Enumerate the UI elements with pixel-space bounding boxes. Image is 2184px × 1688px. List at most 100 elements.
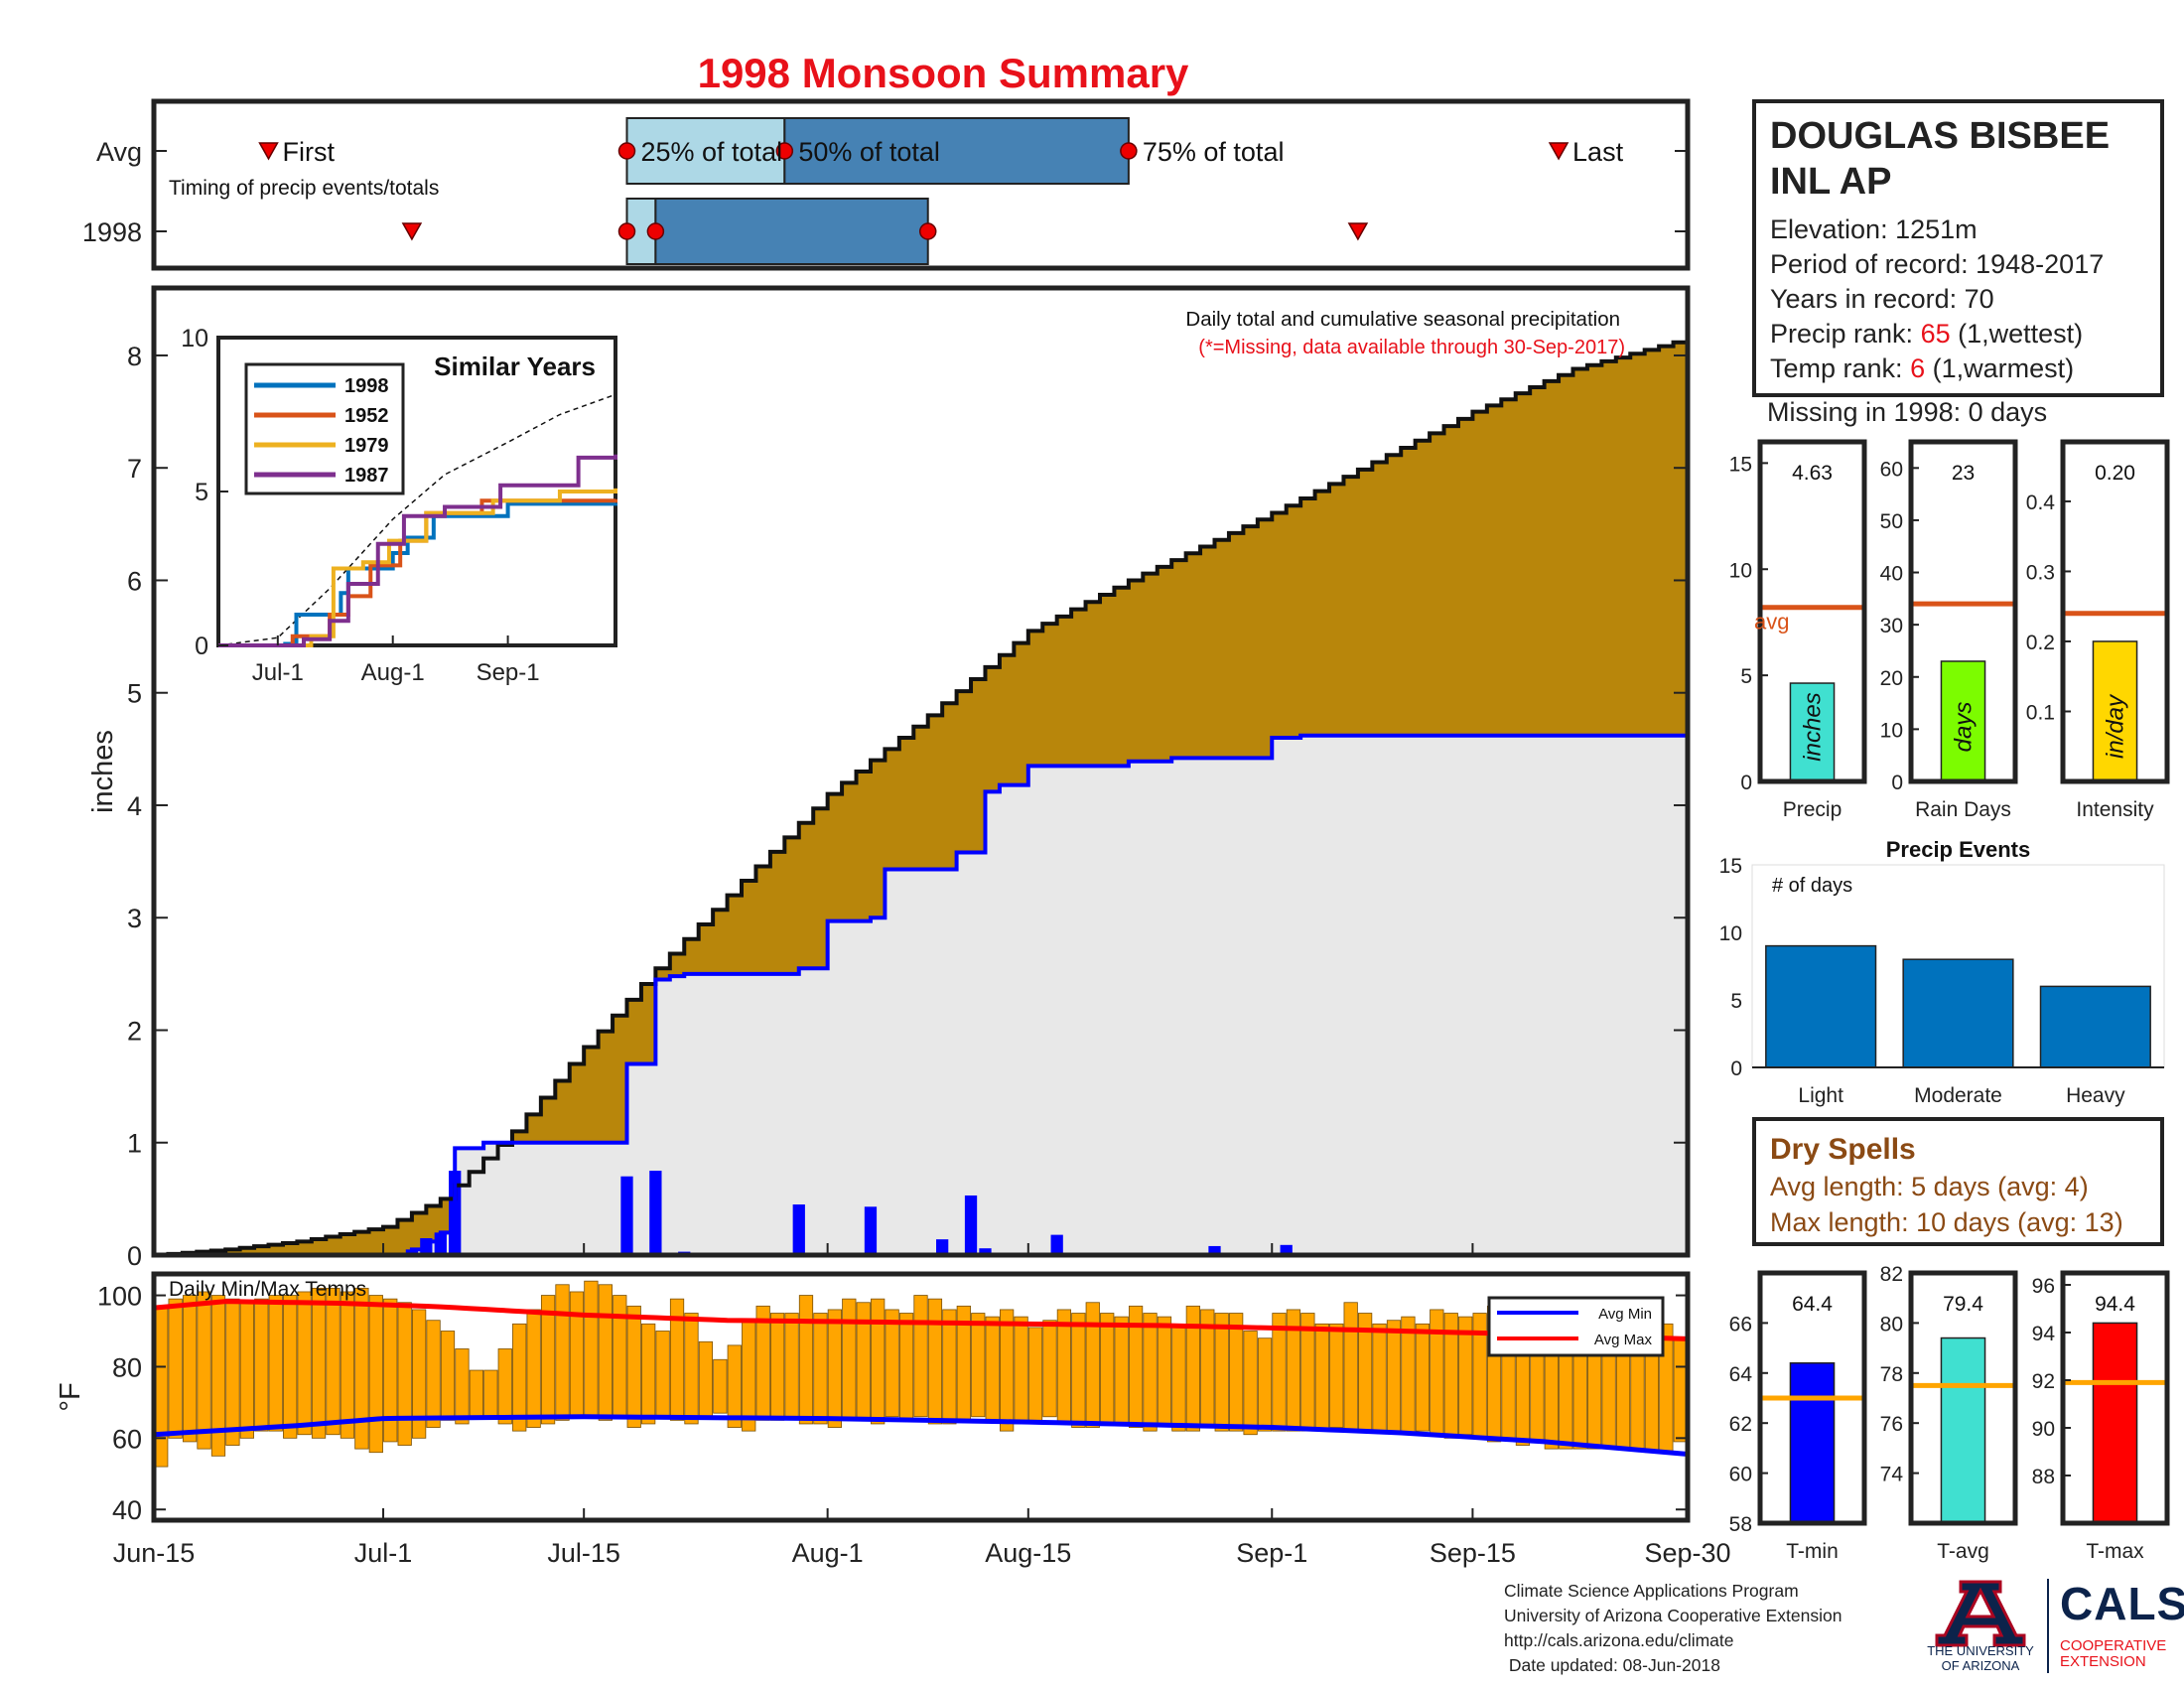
cals-sub-line-2: EXTENSION [2060,1653,2146,1670]
station-info-box: DOUGLAS BISBEE INL AP Elevation: 1251m P… [1752,99,2164,397]
temp-range-bar [311,1287,327,1439]
avg-min-line [153,1414,1689,1458]
similar-years-title: Similar Years [434,352,596,381]
temp-range-bar [784,1313,799,1418]
precip-chart-title: Daily total and cumulative seasonal prec… [1185,308,1620,331]
temps-chart-title: Daily Min/Max Temps [169,1278,366,1301]
temp-range-bar [971,1313,986,1418]
temp-range-bar [368,1295,383,1454]
precip_stat-inner-label: inches [1800,692,1827,761]
precip-y-tick-label: 8 [127,342,142,371]
precip-y-tick-label: 7 [127,454,142,484]
daily-precip-bar [979,1248,992,1255]
cals-sub-line-1: COOPERATIVE [2060,1637,2167,1654]
temp-range-bar [1386,1320,1402,1432]
temp-range-bar [698,1340,714,1418]
temp-range-bar [1185,1305,1200,1432]
p50-label: 50% of total [798,137,940,167]
logo-divider [2047,1579,2049,1673]
temp-range-bar [1128,1305,1144,1428]
credits-line-3: http://cals.arizona.edu/climate [1504,1630,1734,1650]
station-missing-days: Missing in 1998: 0 days [1767,397,2048,427]
temps-legend-frame [1487,1296,1665,1357]
p25-label: 25% of total [640,137,782,167]
year-25-marker [617,222,636,240]
precip-y-tick-label: 0 [127,1241,142,1271]
station-temp-rank: Temp rank: 6 (1,warmest) [1770,352,2146,386]
temps-y-axis-label: °F [55,1382,86,1411]
temp-range-bar [927,1298,943,1425]
legend-label-1952: 1952 [344,405,389,427]
x-tick-label: Jul-1 [354,1538,413,1568]
dry-spells-box: Dry Spells Avg length: 5 days (avg: 4) M… [1752,1117,2164,1246]
temps-legend: Avg Min Avg Max [1487,1296,1665,1357]
temp-range-bar [555,1284,570,1421]
tmax_stat-y-tick-label: 88 [2032,1466,2055,1488]
precip-y-tick-label: 2 [127,1016,142,1046]
tavg_stat-x-label: T-avg [1937,1540,1989,1563]
legend-avg-min-label: Avg Min [1598,1306,1652,1323]
temp-range-bar [885,1309,899,1418]
events-bar-heavy [2039,985,2151,1068]
timing-year-label: 1998 [82,217,142,247]
temp-range-bar [283,1295,298,1439]
temp-range-bar [798,1295,814,1425]
x-tick-label: Sep-1 [1236,1538,1307,1568]
tmax_stat-y-tick-label: 92 [2032,1370,2055,1393]
intensity_stat-value-label: 0.20 [2095,462,2135,485]
events-bar-moderate [1902,958,2014,1068]
tmin_stat-value-label: 64.4 [1792,1293,1833,1316]
raindays_stat-x-label: Rain Days [1915,798,2011,821]
temp-range-bar [340,1291,355,1439]
temp-range-bar [1329,1323,1344,1428]
temp-range-bar [1229,1313,1244,1432]
temp-range-bar [197,1291,211,1450]
temp-range-bar [297,1291,312,1436]
x-tick-label: Jul-15 [547,1538,620,1568]
temp-range-bar [641,1323,656,1425]
precip_stat-x-label: Precip [1783,798,1843,821]
similar-year-line-1979 [218,488,617,647]
tmax_stat-y-tick-label: 96 [2032,1275,2055,1298]
events-x-label: Light [1798,1084,1843,1107]
raindays_stat-chart: 0 10 20 30 40 50 60 23 Rain Days days [1880,439,2018,821]
ua-block-a-shape [1935,1580,2026,1647]
first-label: First [283,137,336,167]
daily-precip-bar [434,1232,447,1255]
temp-range-bar [469,1369,484,1418]
station-precip-rank: Precip rank: 65 (1,wettest) [1770,317,2146,352]
temp-range-bar [1415,1323,1430,1432]
temp-range-bar [239,1302,254,1439]
ua-caption: THE UNIVERSITY OF ARIZONA [1911,1643,2050,1673]
station-elevation: Elevation: 1251m [1770,214,1978,244]
temp-range-bar [1114,1316,1129,1425]
inset-x-tick-label: Sep-1 [477,659,540,686]
temp-range-bar [440,1331,456,1421]
temp-range-bar [397,1302,412,1446]
tmin_stat-y-tick-label: 58 [1729,1513,1752,1536]
avg-25-marker [617,142,636,160]
daily-precip-bar [620,1176,633,1255]
temp-range-bar [1027,1327,1043,1421]
temp-range-bar [1100,1313,1115,1425]
ua-caption-line-1: THE UNIVERSITY [1927,1643,2034,1658]
credits-line-1: Climate Science Applications Program [1504,1581,1799,1601]
temp-range-bar [713,1358,728,1414]
temp-range-bar [655,1331,670,1418]
temp-range-bar [483,1369,498,1418]
daily-precip-bar [936,1239,949,1255]
tmax_stat-y-tick-label: 90 [2032,1418,2055,1441]
events-title: Precip Events [1886,837,2031,862]
precip-panel: 0 1 2 3 4 5 6 7 8 Daily total and cumulative sea… [87,285,1691,1271]
precip-y-tick-label: 3 [127,904,142,933]
temp-range-bar [526,1309,541,1428]
intensity_stat-y-tick-label: 0.1 [2026,701,2055,724]
tmax_stat-y-tick-label: 94 [2032,1323,2056,1345]
temp-range-bar [626,1305,641,1428]
year-cumulative-area [154,734,1688,1255]
events-y-tick-label: 10 [1719,922,1742,945]
raindays_stat-y-tick-label: 50 [1880,510,1903,533]
events-bar-light [1765,944,1877,1068]
